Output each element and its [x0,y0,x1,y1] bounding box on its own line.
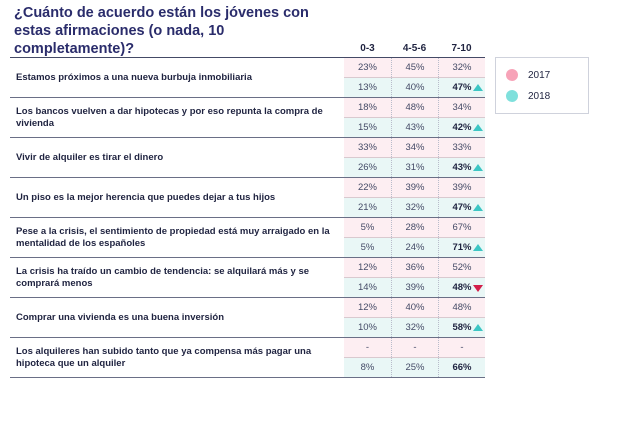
trend-up-icon [473,324,483,331]
table-row: Un piso es la mejor herencia que puedes … [10,178,485,218]
value-cell: 52% [438,258,485,277]
value-cell: 40% [391,298,438,317]
value-cell: 12% [357,302,377,313]
column-header-7-10: 7-10 [451,43,472,54]
value-cell: 5% [360,242,375,253]
value-cell: 66% [438,358,485,377]
legend-swatch-2017 [506,69,518,81]
trend-up-icon [473,124,483,131]
row-statement: Un piso es la mejor herencia que puedes … [16,191,276,203]
row-y2018: 8% 25% 66% [344,358,485,377]
row-y2017: 22% 39% 39% [344,178,485,198]
row-statement: Estamos próximos a una nueva burbuja inm… [16,71,252,83]
value-cell: 48% [438,298,485,317]
table-row: Los alquileres han subido tanto que ya c… [10,338,485,378]
value-cell: 26% [357,162,377,173]
value-cell: 36% [391,258,438,277]
value-cell: 10% [357,322,377,333]
row-y2018: 13% 40% 47% [344,78,485,97]
legend-item-2018: 2018 [506,89,550,103]
legend-item-2017: 2017 [506,68,550,82]
row-y2017: 12% 40% 48% [344,298,485,318]
trend-up-icon [473,244,483,251]
value-cell: 15% [357,122,377,133]
row-y2017: 5% 28% 67% [344,218,485,238]
value-cell: 40% [391,78,438,97]
value-cell: 67% [438,218,485,237]
value-cell: 48% [438,278,485,297]
value-cell: 21% [357,202,377,213]
value-cell: 39% [438,178,485,197]
table-row: Comprar una vivienda es una buena invers… [10,298,485,338]
row-y2018: 15% 43% 42% [344,118,485,137]
value-cell: 13% [357,82,377,93]
value-cell: 43% [438,158,485,177]
value-cell: 14% [357,282,377,293]
value-cell: 25% [391,358,438,377]
value-cell: 32% [438,58,485,77]
value-cell: 58% [438,318,485,337]
value-cell: 42% [438,118,485,137]
row-y2018: 26% 31% 43% [344,158,485,177]
column-header-4-5-6: 4-5-6 [402,43,427,54]
value-cell: 12% [357,262,377,273]
legend-swatch-2018 [506,90,518,102]
row-y2017: 33% 34% 33% [344,138,485,158]
value-cell: 33% [438,138,485,157]
value-cell: 18% [357,102,377,113]
value-cell: 5% [360,222,375,233]
row-y2017: 18% 48% 34% [344,98,485,118]
value-cell: 34% [438,98,485,117]
survey-table: Estamos próximos a una nueva burbuja inm… [10,57,485,378]
row-statement: La crisis ha traído un cambio de tendenc… [16,265,310,289]
value-cell: 39% [391,178,438,197]
value-cell: 43% [391,118,438,137]
row-y2017: --- [344,338,485,358]
value-cell: 71% [438,238,485,257]
value-cell: 32% [391,198,438,217]
trend-down-icon [473,285,483,292]
chart-title: ¿Cuánto de acuerdo están los jóvenes con… [14,5,309,57]
row-y2018: 21% 32% 47% [344,198,485,217]
row-statement: Pese a la crisis, el sentimiento de prop… [16,225,330,249]
value-cell: - [438,338,485,357]
row-statement: Comprar una vivienda es una buena invers… [16,311,225,323]
row-y2018: 14% 39% 48% [344,278,485,297]
row-y2017: 23% 45% 32% [344,58,485,78]
table-row: La crisis ha traído un cambio de tendenc… [10,258,485,298]
value-cell: 8% [360,362,375,373]
value-cell: 33% [357,142,377,153]
value-cell: 22% [357,182,377,193]
trend-up-icon [473,164,483,171]
trend-up-icon [473,84,483,91]
value-cell: 47% [438,198,485,217]
legend-label-2017: 2017 [528,69,551,81]
value-cell: 45% [391,58,438,77]
value-cell: 24% [391,238,438,257]
value-cell: 47% [438,78,485,97]
row-statement: Vivir de alquiler es tirar el dinero [16,151,164,163]
table-row: Vivir de alquiler es tirar el dinero 33% 3… [10,138,485,178]
table-row: Los bancos vuelven a dar hipotecas y por… [10,98,485,138]
row-statement: Los bancos vuelven a dar hipotecas y por… [16,105,323,129]
value-cell: 39% [391,278,438,297]
row-y2018: 10% 32% 58% [344,318,485,337]
value-cell: 48% [391,98,438,117]
row-y2017: 12% 36% 52% [344,258,485,278]
value-cell: 23% [357,62,377,73]
table-row: Pese a la crisis, el sentimiento de prop… [10,218,485,258]
value-cell: 28% [391,218,438,237]
row-y2018: 5% 24% 71% [344,238,485,257]
value-cell: 34% [391,138,438,157]
value-cell: - [365,342,370,353]
table-row: Estamos próximos a una nueva burbuja inm… [10,58,485,98]
legend-label-2018: 2018 [528,90,551,102]
legend: 2017 2018 [495,57,589,114]
value-cell: 32% [391,318,438,337]
value-cell: 31% [391,158,438,177]
value-cell: - [391,338,438,357]
trend-up-icon [473,204,483,211]
row-statement: Los alquileres han subido tanto que ya c… [16,345,312,369]
column-header-0-3: 0-3 [360,43,375,54]
